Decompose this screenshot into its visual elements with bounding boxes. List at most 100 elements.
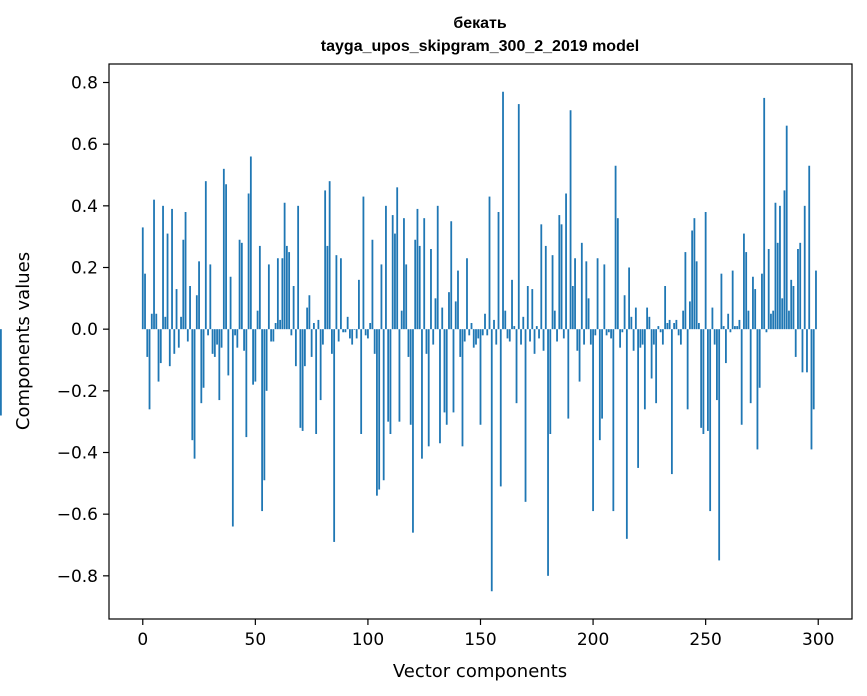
bar: [743, 233, 745, 330]
bar: [376, 329, 378, 496]
bar: [468, 329, 471, 336]
bar: [745, 252, 748, 330]
bar: [673, 323, 676, 330]
bar: [652, 329, 655, 345]
bar: [321, 329, 324, 345]
bar: [360, 329, 363, 434]
bar: [340, 258, 342, 330]
bar: [409, 329, 412, 425]
bar: [799, 242, 802, 330]
bar: [520, 329, 522, 345]
bar: [522, 316, 525, 330]
bar: [675, 319, 678, 330]
bar: [0, 329, 2, 416]
bar: [574, 258, 576, 330]
bar: [177, 329, 180, 348]
bar: [729, 329, 732, 333]
bar: [202, 329, 205, 388]
bar: [294, 329, 297, 367]
bar: [691, 230, 694, 330]
bar: [603, 264, 606, 330]
bar: [164, 316, 167, 330]
bar: [301, 329, 304, 431]
bar: [258, 245, 261, 330]
bar: [292, 286, 295, 330]
bar: [774, 202, 777, 330]
bar: [497, 212, 500, 330]
bar: [326, 245, 329, 330]
bar: [495, 329, 498, 345]
bar: [225, 184, 227, 330]
bar: [488, 196, 491, 330]
y-tick-label: −0.4: [57, 444, 98, 464]
bar: [191, 329, 194, 441]
bar: [526, 286, 529, 330]
bar: [797, 249, 799, 330]
bar: [434, 298, 437, 330]
bar: [679, 329, 682, 345]
bar: [414, 239, 417, 330]
bar: [367, 329, 369, 339]
bar: [213, 329, 216, 357]
bar: [198, 261, 200, 330]
bar: [790, 279, 793, 330]
bar: [533, 329, 536, 354]
bar: [734, 326, 736, 330]
bar: [481, 329, 484, 336]
bar: [355, 329, 358, 339]
bar: [150, 313, 153, 330]
bar: [716, 329, 718, 401]
x-tick-label: 150: [464, 630, 496, 650]
bar: [391, 215, 394, 330]
bar: [229, 276, 232, 330]
bar: [416, 208, 419, 330]
bar: [220, 329, 223, 348]
bar: [245, 329, 248, 438]
bar: [477, 329, 480, 339]
bar: [369, 323, 372, 330]
bar: [540, 224, 543, 330]
chart-title: бекать: [453, 15, 507, 32]
bar: [175, 289, 178, 330]
bar: [810, 329, 813, 450]
bar: [657, 326, 660, 330]
bar: [697, 323, 700, 330]
bar: [247, 193, 250, 330]
bar: [727, 313, 730, 330]
bar: [231, 329, 234, 527]
bar: [580, 242, 583, 330]
y-tick-label: 0.8: [71, 74, 98, 94]
bar: [641, 329, 644, 345]
bar: [781, 298, 784, 330]
bar: [752, 276, 754, 330]
bar: [459, 329, 462, 357]
bar: [475, 329, 477, 345]
bar: [601, 329, 603, 419]
bar: [592, 329, 594, 512]
bar: [504, 310, 507, 330]
bar: [141, 227, 144, 330]
bar: [330, 329, 333, 354]
bar: [549, 329, 552, 434]
bar: [625, 329, 628, 539]
bar: [243, 329, 245, 351]
bars-group: [0, 91, 817, 592]
bar: [770, 313, 772, 330]
bar: [387, 329, 390, 422]
bar: [720, 273, 723, 330]
bar: [731, 270, 734, 330]
bar: [621, 329, 624, 333]
bar: [806, 329, 808, 373]
bar: [684, 252, 687, 330]
bar: [454, 301, 457, 330]
bar: [263, 329, 266, 481]
bar: [276, 258, 279, 330]
bar: [529, 329, 531, 342]
bar: [427, 329, 430, 447]
bar: [448, 292, 450, 330]
bar: [583, 329, 585, 345]
bar: [207, 329, 209, 336]
bar: [511, 279, 513, 330]
bar: [472, 329, 475, 348]
bar: [171, 208, 173, 330]
